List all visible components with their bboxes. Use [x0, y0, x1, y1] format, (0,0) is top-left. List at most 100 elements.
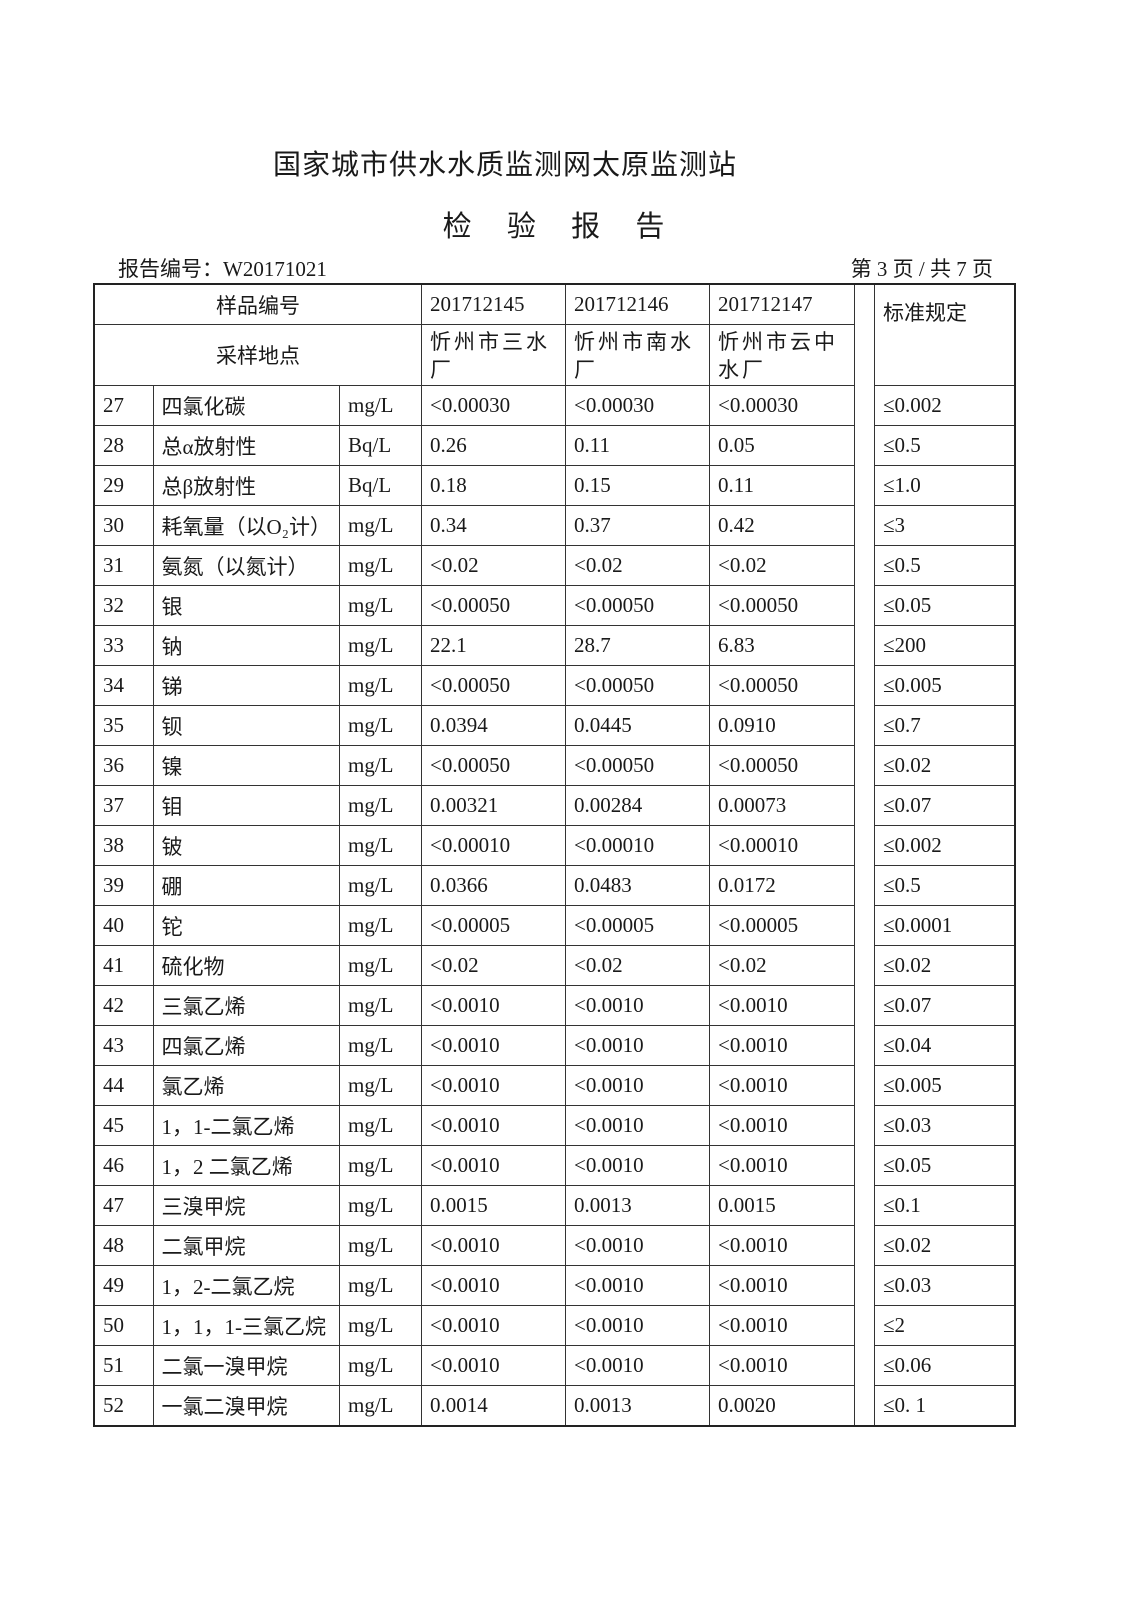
item-number: 46 — [93, 1145, 154, 1186]
unit: mg/L — [339, 585, 422, 626]
sample-3-value: <0.0010 — [709, 1305, 855, 1346]
item-number: 48 — [93, 1225, 154, 1266]
standard-limit: ≤0.07 — [874, 785, 1015, 826]
standard-limit: ≤200 — [874, 625, 1015, 666]
sample-1-value: 0.0394 — [421, 705, 566, 746]
unit: mg/L — [339, 905, 422, 946]
standard-limit: ≤0.7 — [874, 705, 1015, 746]
standard-limit: ≤2 — [874, 1305, 1015, 1346]
item-number: 44 — [93, 1065, 154, 1106]
standard-limit: ≤1.0 — [874, 465, 1015, 506]
unit: mg/L — [339, 1065, 422, 1106]
standard-limit: ≤0.5 — [874, 425, 1015, 466]
unit: mg/L — [339, 385, 422, 426]
item-name: 四氯化碳 — [152, 385, 340, 426]
sample-3-value: 0.42 — [709, 505, 855, 546]
sample-2-value: <0.00050 — [565, 745, 710, 786]
sample-3-value: <0.0010 — [709, 1105, 855, 1146]
standard-limit: ≤0.02 — [874, 945, 1015, 986]
organization-title: 国家城市供水水质监测网太原监测站 — [272, 150, 737, 181]
table-row: 51 二氯一溴甲烷 mg/L <0.0010 <0.0010 <0.0010 ≤0.06 — [93, 1345, 1015, 1386]
standard-label: 标准规定 — [874, 283, 1015, 386]
sample-3-value: <0.00050 — [709, 585, 855, 626]
item-number: 52 — [93, 1385, 154, 1427]
sample-1-value: <0.00010 — [421, 825, 566, 866]
item-number: 49 — [93, 1265, 154, 1306]
unit: mg/L — [339, 1145, 422, 1186]
sample-3-value: <0.02 — [709, 945, 855, 986]
item-name: 总β放射性 — [152, 465, 340, 506]
sample-2-value: <0.0010 — [565, 1225, 710, 1266]
item-name: 锑 — [152, 665, 340, 706]
table-row: 43 四氯乙烯 mg/L <0.0010 <0.0010 <0.0010 ≤0.04 — [93, 1025, 1015, 1066]
table-row: 28 总α放射性 Bq/L 0.26 0.11 0.05 ≤0.5 — [93, 425, 1015, 466]
standard-limit: ≤0.005 — [874, 1065, 1015, 1106]
standard-limit: ≤0.05 — [874, 1145, 1015, 1186]
standard-limit: ≤0.05 — [874, 585, 1015, 626]
standard-limit: ≤0.1 — [874, 1185, 1015, 1226]
sample-1-value: <0.0010 — [421, 1305, 566, 1346]
table-row: 41 硫化物 mg/L <0.02 <0.02 <0.02 ≤0.02 — [93, 945, 1015, 986]
item-number: 43 — [93, 1025, 154, 1066]
item-name: 钡 — [152, 705, 340, 746]
document-title: 检 验 报 告 — [442, 211, 679, 243]
item-name: 钠 — [152, 625, 340, 666]
sample-1-value: 0.0366 — [421, 865, 566, 906]
sample-2-value: <0.00005 — [565, 905, 710, 946]
item-number: 41 — [93, 945, 154, 986]
table-row: 35 钡 mg/L 0.0394 0.0445 0.0910 ≤0.7 — [93, 705, 1015, 746]
item-name: 1，1，1-三氯乙烷 — [152, 1305, 340, 1346]
item-name: 硫化物 — [152, 945, 340, 986]
table-row: 45 1，1-二氯乙烯 mg/L <0.0010 <0.0010 <0.0010 ≤0.03 — [93, 1105, 1015, 1146]
standard-limit: ≤0.03 — [874, 1105, 1015, 1146]
sample-1-value: <0.0010 — [421, 1345, 566, 1386]
table-row: 30 耗氧量（以O₂计） mg/L 0.34 0.37 0.42 ≤3 — [93, 505, 1015, 546]
item-number: 36 — [93, 745, 154, 786]
item-number: 31 — [93, 545, 154, 586]
sample-3-value: <0.00050 — [709, 665, 855, 706]
unit: mg/L — [339, 1385, 422, 1427]
sample-id: 201712146 — [565, 283, 710, 325]
standard-limit: ≤0.04 — [874, 1025, 1015, 1066]
sample-3-value: 0.0020 — [709, 1385, 855, 1427]
item-number: 30 — [93, 505, 154, 546]
item-name: 二氯甲烷 — [152, 1225, 340, 1266]
sample-3-value: <0.00030 — [709, 385, 855, 426]
sample-1-value: 0.00321 — [421, 785, 566, 826]
item-name: 氨氮（以氮计） — [152, 545, 340, 586]
item-name: 一氯二溴甲烷 — [152, 1385, 340, 1427]
results-table: 样品编号 201712145 201712146 201712147 标准规定 … — [93, 283, 1016, 1427]
sample-1-value: 0.0015 — [421, 1185, 566, 1226]
unit: mg/L — [339, 505, 422, 546]
table-row: 40 铊 mg/L <0.00005 <0.00005 <0.00005 ≤0.0001 — [93, 905, 1015, 946]
item-number: 34 — [93, 665, 154, 706]
item-name: 氯乙烯 — [152, 1065, 340, 1106]
sample-1-value: <0.00050 — [421, 665, 566, 706]
standard-limit: ≤0. 1 — [874, 1385, 1015, 1427]
standard-limit: ≤0.0001 — [874, 905, 1015, 946]
item-number: 51 — [93, 1345, 154, 1386]
unit: mg/L — [339, 1345, 422, 1386]
unit: mg/L — [339, 665, 422, 706]
sample-3-value: <0.00010 — [709, 825, 855, 866]
item-name: 钼 — [152, 785, 340, 826]
sample-1-value: <0.02 — [421, 945, 566, 986]
sample-1-value: <0.0010 — [421, 1145, 566, 1186]
unit: Bq/L — [339, 465, 422, 506]
sample-1-value: 0.34 — [421, 505, 566, 546]
table-row: 37 钼 mg/L 0.00321 0.00284 0.00073 ≤0.07 — [93, 785, 1015, 826]
standard-limit: ≤0.02 — [874, 1225, 1015, 1266]
item-name: 镍 — [152, 745, 340, 786]
location-row: 采样地点 忻州市三水厂 忻州市南水厂 忻州市云中水厂 — [93, 324, 1015, 386]
item-number: 40 — [93, 905, 154, 946]
sample-id: 201712145 — [421, 283, 566, 325]
table-row: 42 三氯乙烯 mg/L <0.0010 <0.0010 <0.0010 ≤0.07 — [93, 985, 1015, 1026]
sample-1-value: <0.00050 — [421, 745, 566, 786]
standard-limit: ≤0.06 — [874, 1345, 1015, 1386]
item-name: 硼 — [152, 865, 340, 906]
unit: mg/L — [339, 985, 422, 1026]
item-number: 27 — [93, 385, 154, 426]
item-name: 三溴甲烷 — [152, 1185, 340, 1226]
sample-3-value: <0.0010 — [709, 985, 855, 1026]
standard-limit: ≤3 — [874, 505, 1015, 546]
